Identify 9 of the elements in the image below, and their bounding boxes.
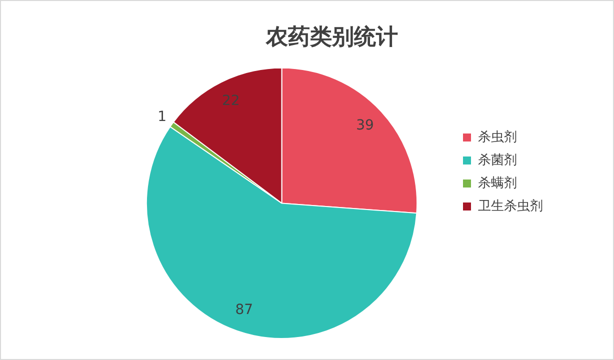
data-label: 1 [158, 109, 166, 126]
chart-title: 农药类别统计 [265, 24, 398, 50]
data-label: 39 [356, 117, 374, 134]
legend-label: 卫生杀虫剂 [478, 198, 543, 214]
data-label: 87 [235, 302, 254, 318]
legend-label: 杀螨剂 [478, 174, 517, 191]
legend-label: 杀虫剂 [478, 128, 517, 145]
legend-label: 杀菌剂 [478, 152, 517, 168]
data-label: 22 [222, 93, 240, 110]
